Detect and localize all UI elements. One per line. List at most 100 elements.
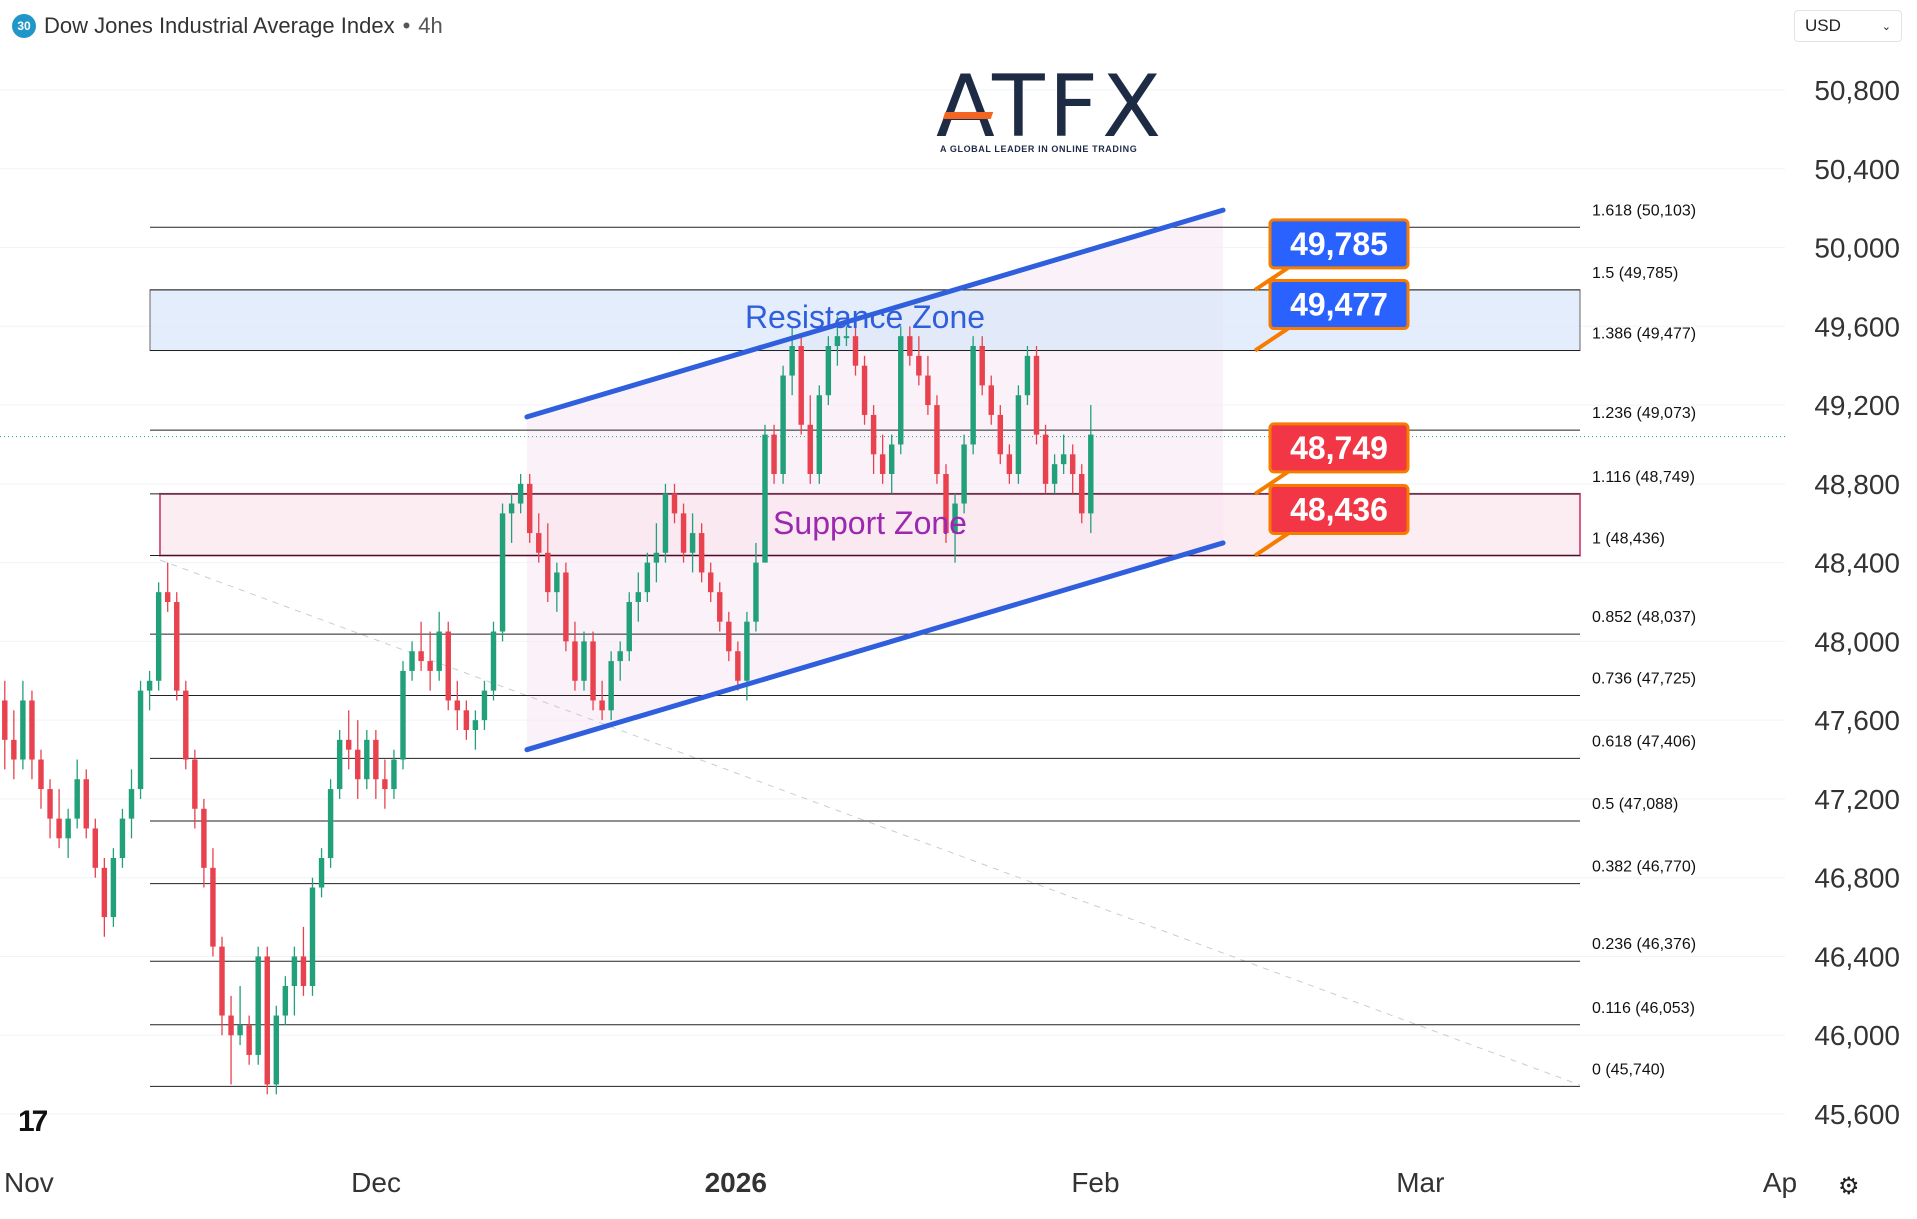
chevron-down-icon: ⌄ [1881,20,1891,33]
price-label-box [1268,218,1410,270]
price-label-box [1268,422,1410,474]
y-tick-label: 49,600 [1814,311,1900,342]
candle-body [174,602,180,691]
candle-body [83,779,89,829]
channel-lower-line [524,540,1226,753]
fib-label: 1 (48,436) [1592,531,1665,548]
candle-body [300,956,307,986]
tradingview-logo-icon: 17 [18,1105,48,1138]
candle-body [888,444,895,474]
fibonacci-levels: 1.618 (50,103) 1.5 (49,785) 1.386 (49,477)… [0,202,1785,1087]
candle-body [870,414,877,455]
candle-body [545,552,551,593]
y-tick-label: 47,200 [1814,784,1900,815]
candle-body [934,405,940,474]
fib-label: 1.236 (49,073) [1592,405,1696,422]
candle-body [753,562,759,622]
candle-body [1051,464,1058,484]
candle-body [110,858,117,918]
candle-body [970,346,976,445]
price-label-box [1268,484,1410,536]
candle-body [273,1015,280,1085]
candle-body [1042,434,1049,484]
candle-body [771,434,777,474]
index-badge: 30 [12,14,36,38]
y-tick-label: 45,600 [1814,1099,1900,1130]
candle-body [563,572,569,642]
candle-body [680,513,687,553]
candle-body [635,592,642,602]
x-tick-label: Dec [351,1167,401,1198]
candle-body [228,1015,234,1036]
ascending-channel[interactable] [524,207,1226,753]
candle-body [155,592,162,681]
candle-body [943,474,949,534]
timeframe-label[interactable]: 4h [418,13,443,38]
candle-body [11,739,17,760]
candle-body [38,759,44,790]
candle-body [282,986,289,1016]
price-axis[interactable]: 45,600 46,000 46,400 46,800 47,200 47,600 48,0… [1814,75,1900,1130]
candle-body [409,651,415,671]
candle-body [255,956,261,1055]
x-tick-label: Nov [4,1167,54,1198]
candle-body [780,375,786,474]
y-tick-label: 48,000 [1814,626,1900,657]
candle-body [318,858,325,888]
settings-gear-icon[interactable]: ⚙ [1838,1173,1860,1200]
candle-body [798,346,804,425]
logo-tagline: A GLOBAL LEADER IN ONLINE TRADING [940,144,1138,154]
candle-body [128,789,135,819]
candle-body [219,946,225,1016]
support-zone-label: Support Zone [773,505,967,541]
candle-body [56,818,62,839]
candle-body [843,336,850,339]
fib-label: 0.736 (47,725) [1592,671,1696,688]
candle-body [29,700,35,760]
candle-body [599,700,605,711]
resistance-zone-label: Resistance Zone [745,299,985,335]
fib-label: 0.852 (48,037) [1592,609,1696,626]
symbol-title[interactable]: Dow Jones Industrial Average Index [44,13,395,38]
candle-body [74,779,80,819]
candle-body [744,621,750,681]
candle-body [735,651,741,681]
candle-body [698,533,705,573]
candle-body [1015,395,1022,474]
candle-body [807,424,813,474]
candle-body [373,739,379,780]
candle-body [907,336,913,356]
x-tick-label: Mar [1396,1167,1444,1198]
candle-body [146,680,153,691]
y-tick-label: 50,800 [1814,75,1900,106]
y-tick-label: 49,200 [1814,390,1900,421]
candle-body [164,592,171,602]
candle-body [20,700,26,760]
candle-body [861,365,868,415]
candle-body [400,670,406,760]
candle-body [572,641,578,681]
candle-body [345,739,352,750]
candle-body [382,779,388,790]
y-tick-label: 46,000 [1814,1020,1900,1051]
candle-body [898,336,904,445]
fib-label: 1.116 (48,749) [1592,469,1695,486]
x-tick-label: Ap [1763,1167,1797,1198]
candle-body [608,661,614,711]
price-label-box [1268,279,1410,331]
chart-header: 30 Dow Jones Industrial Average Index • … [12,12,443,40]
candle-body [291,956,298,986]
candle-body [1033,355,1040,435]
candle-body [264,956,270,1085]
currency-selector[interactable]: USD ⌄ [1794,10,1902,42]
y-tick-label: 46,400 [1814,941,1900,972]
candle-body [309,887,316,986]
candle-body [726,621,732,652]
candle-body [536,533,542,553]
fib-label: 1.386 (49,477) [1592,326,1696,343]
time-axis[interactable]: Nov Dec 2026 Feb Mar Ap [4,1167,1797,1198]
x-tick-label: Feb [1071,1167,1119,1198]
price-label-text: 48,749 [1290,430,1388,466]
candle-body [445,631,451,701]
